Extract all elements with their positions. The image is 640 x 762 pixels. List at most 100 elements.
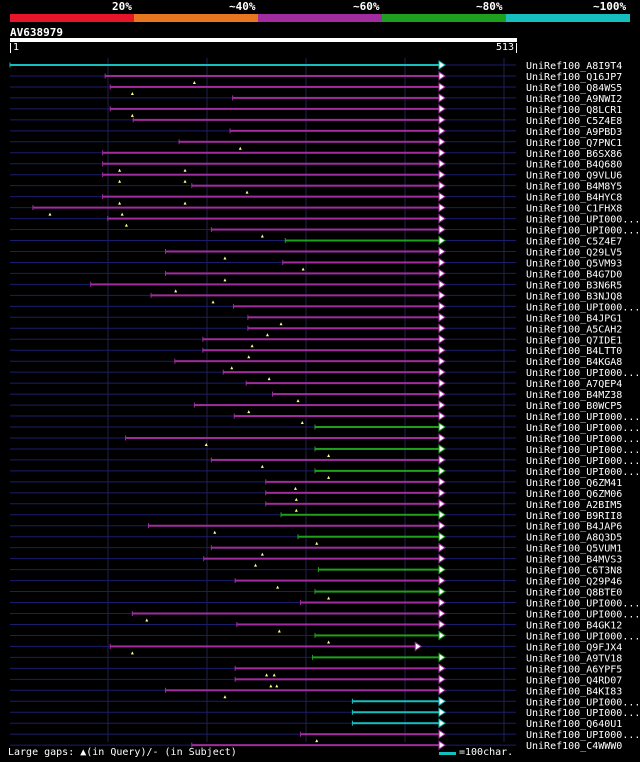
query-gap-marker: [327, 475, 331, 479]
hit-label: UniRef100_Q29P46: [526, 577, 622, 588]
hit-bar: [211, 546, 441, 549]
hit-end-arrow: [438, 422, 446, 432]
hit-bar: [236, 623, 441, 626]
scale-note: =100char.: [459, 747, 514, 758]
hit-bar: [90, 283, 441, 286]
query-gap-marker: [183, 201, 187, 205]
query-gap-marker: [294, 508, 298, 512]
query-gap-marker: [213, 530, 217, 534]
hit-label: UniRef100_C5Z4E7: [526, 237, 622, 248]
legend-label-60: ~60%: [353, 0, 380, 13]
hit-end-arrow: [438, 465, 446, 476]
hit-label: UniRef100_B3NJQ8: [526, 291, 622, 302]
hit-bar: [232, 96, 441, 99]
query-gap-marker: [254, 563, 258, 567]
hit-end-arrow: [438, 334, 446, 345]
hit-bar: [132, 612, 441, 615]
hit-bar: [312, 656, 441, 659]
hit-end-arrow: [438, 509, 446, 520]
hit-end-arrow: [438, 290, 446, 301]
hit-label: UniRef100_B4KI83: [526, 686, 622, 697]
hit-label: UniRef100_B4MVS3: [526, 555, 622, 566]
hit-end-arrow: [438, 575, 446, 586]
ruler-start-label: 1: [13, 42, 20, 53]
hit-bar: [300, 601, 441, 604]
hit-bar: [300, 733, 441, 736]
hit-end-arrow: [438, 191, 446, 202]
hit-bar: [110, 85, 441, 88]
hit-label: UniRef100_Q16JP7: [526, 72, 622, 83]
hit-label: UniRef100_B4G7D0: [526, 269, 622, 280]
ruler-end-label: 513: [496, 42, 515, 53]
hit-bar: [102, 195, 441, 198]
query-gap-marker: [118, 168, 122, 172]
hit-end-arrow: [438, 356, 446, 367]
legend-label-40: ~40%: [229, 0, 256, 13]
hit-end-arrow: [438, 180, 446, 191]
ruler-start-tick: [10, 43, 11, 53]
legend-seg-80: [382, 14, 506, 22]
query-gap-marker: [130, 91, 134, 95]
hit-end-arrow: [438, 224, 446, 235]
hit-bar: [165, 272, 441, 275]
hit-label: UniRef100_UPI000...: [526, 434, 640, 445]
hit-label: UniRef100_A8I9T4: [526, 61, 622, 72]
query-gap-marker: [265, 333, 269, 337]
query-gap-marker: [327, 640, 331, 644]
hit-bar: [352, 711, 441, 714]
legend-label-80: ~80%: [476, 0, 503, 13]
hit-end-arrow: [438, 520, 446, 531]
query-gap-marker: [269, 684, 273, 688]
hit-label: UniRef100_Q84WS5: [526, 83, 622, 94]
query-gap-marker: [293, 486, 297, 490]
query-gap-marker: [296, 399, 300, 403]
query-gap-marker: [250, 344, 254, 348]
hit-label: UniRef100_Q7IDE1: [526, 335, 622, 346]
hit-end-arrow: [438, 279, 446, 290]
hit-end-arrow: [438, 564, 446, 575]
hit-label: UniRef100_B9RII8: [526, 511, 622, 522]
query-gap-marker: [315, 739, 319, 743]
hit-label: UniRef100_B4MZ38: [526, 390, 622, 401]
hit-end-arrow: [438, 71, 446, 81]
hit-end-arrow: [438, 147, 446, 158]
hit-end-arrow: [438, 103, 446, 114]
hit-bar: [191, 184, 441, 187]
hit-end-arrow: [438, 136, 446, 147]
hit-label: UniRef100_Q29LV5: [526, 247, 622, 258]
hit-bar: [315, 447, 441, 450]
hit-end-arrow: [438, 729, 446, 740]
hit-label: UniRef100_B4JPG1: [526, 313, 622, 324]
query-gap-marker: [230, 366, 234, 370]
query-gap-marker: [247, 355, 251, 359]
hit-label: UniRef100_Q5VUM1: [526, 544, 622, 555]
identity-legend-bar: [10, 14, 630, 22]
hit-end-arrow: [438, 498, 446, 509]
hit-bar: [265, 502, 441, 505]
hit-end-arrow: [438, 246, 446, 257]
hit-bar: [282, 261, 441, 264]
hit-label: UniRef100_Q5VM93: [526, 258, 622, 269]
hit-end-arrow: [438, 674, 446, 685]
hit-bar: [315, 590, 441, 593]
hit-bar: [285, 239, 441, 242]
query-gap-marker: [124, 223, 128, 227]
hit-bar: [110, 107, 441, 110]
hit-end-arrow: [438, 531, 446, 542]
hit-label: UniRef100_A9TV18: [526, 653, 622, 664]
hit-bar: [102, 162, 441, 165]
hit-bar: [203, 557, 441, 560]
hit-label: UniRef100_B4LTT0: [526, 346, 622, 357]
hit-label: UniRef100_Q9VLU6: [526, 171, 622, 182]
hit-bar: [174, 360, 441, 363]
hit-label: UniRef100_Q4RD07: [526, 675, 622, 686]
hit-bar: [235, 579, 441, 582]
hit-label: UniRef100_A8Q3D5: [526, 533, 622, 544]
hit-label: UniRef100_A2BIM5: [526, 500, 622, 511]
hit-bar: [165, 250, 441, 253]
hit-end-arrow: [438, 312, 446, 323]
hit-label: UniRef100_UPI000...: [526, 226, 640, 237]
query-gap-marker: [315, 541, 319, 545]
hit-bar: [102, 151, 441, 154]
query-gap-marker: [267, 377, 271, 381]
